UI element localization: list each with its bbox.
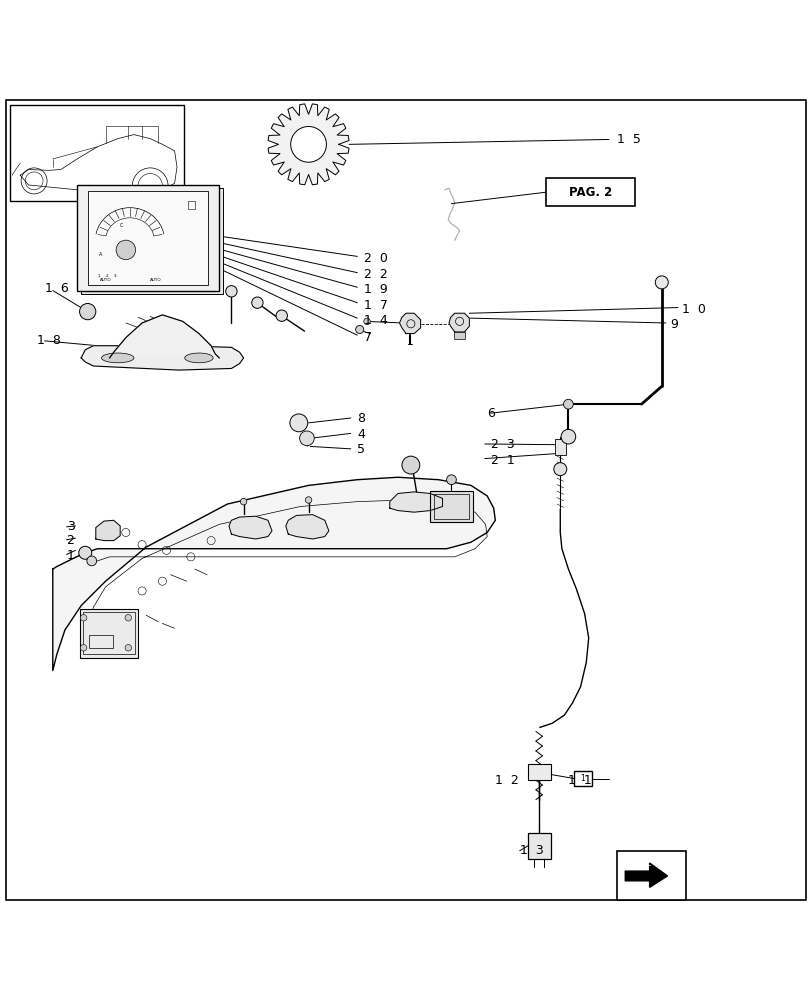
Circle shape [80,614,87,621]
Circle shape [654,276,667,289]
Polygon shape [285,515,328,539]
Bar [188,201,195,209]
Text: 1  9: 1 9 [363,283,387,296]
Polygon shape [96,520,120,541]
Circle shape [116,240,135,260]
Polygon shape [229,516,272,539]
Text: 1  3: 1 3 [519,844,543,857]
Polygon shape [81,346,243,370]
Circle shape [80,645,87,651]
Circle shape [79,546,92,559]
Text: 2: 2 [67,534,75,547]
Bar [77,185,219,291]
Bar [88,635,113,648]
Circle shape [560,429,575,444]
Bar [554,439,565,455]
Text: 3: 3 [114,274,116,278]
Bar [616,851,685,900]
Text: 7: 7 [363,331,371,344]
Text: AUTO: AUTO [150,278,161,282]
Text: 5: 5 [357,443,365,456]
Text: C: C [120,223,123,228]
Text: A: A [99,252,102,257]
Text: 4: 4 [357,428,365,441]
Bar [433,494,469,519]
Ellipse shape [184,353,212,363]
Text: PAG. 2: PAG. 2 [568,186,611,199]
Polygon shape [109,315,219,358]
Polygon shape [399,313,420,334]
Circle shape [125,614,131,621]
Text: 1  6: 1 6 [45,282,68,295]
Text: 2: 2 [105,274,108,278]
Circle shape [125,645,131,651]
Text: 1: 1 [97,274,100,278]
Bar [430,491,472,522]
Circle shape [251,297,263,308]
Text: 6: 6 [487,407,495,420]
Circle shape [290,126,326,162]
Circle shape [355,325,363,334]
Polygon shape [53,477,495,671]
Circle shape [401,456,419,474]
Circle shape [563,399,573,409]
Circle shape [79,303,96,320]
Bar [10,105,184,201]
Polygon shape [624,863,667,887]
Circle shape [240,498,247,505]
Bar [527,764,550,780]
Text: 1  5: 1 5 [616,133,640,146]
Text: 2  0: 2 0 [363,252,387,265]
Ellipse shape [101,353,134,363]
Circle shape [553,463,566,476]
Bar [453,332,465,339]
Polygon shape [389,492,442,512]
Text: 1  8: 1 8 [36,334,60,347]
Bar [83,612,135,654]
Text: 1  2: 1 2 [495,774,518,787]
Circle shape [446,475,456,485]
Bar [81,188,223,294]
Circle shape [305,497,311,503]
Text: 1: 1 [67,549,75,562]
Circle shape [276,310,287,321]
Circle shape [290,414,307,432]
Circle shape [299,431,314,446]
Bar [88,191,208,285]
Text: AUTO: AUTO [100,278,111,282]
Polygon shape [448,313,469,332]
Text: 8: 8 [357,412,365,425]
Bar [527,833,550,859]
Text: 1  4: 1 4 [363,314,387,327]
Text: 2  1: 2 1 [491,454,514,467]
Circle shape [87,556,97,566]
Text: 1: 1 [580,774,585,783]
Text: 3: 3 [67,520,75,533]
Text: 1  1: 1 1 [568,774,591,787]
Bar [79,609,138,658]
Text: 2  2: 2 2 [363,268,387,281]
Bar [573,771,591,786]
Text: 1  0: 1 0 [681,303,705,316]
Text: 9: 9 [669,318,677,331]
Circle shape [363,318,370,325]
Text: 1  7: 1 7 [363,299,387,312]
Bar [545,178,634,206]
Text: 2  3: 2 3 [491,438,514,451]
Circle shape [225,286,237,297]
Polygon shape [268,104,349,185]
